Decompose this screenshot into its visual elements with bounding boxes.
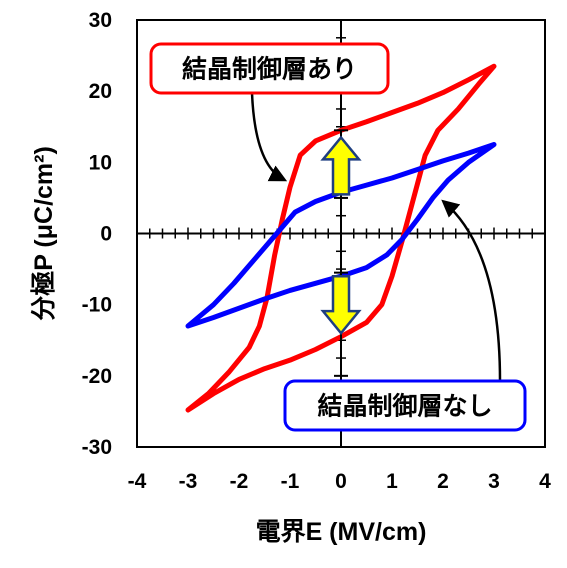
annotation-with-layer-pointer (250, 92, 288, 182)
annotation-with-layer-text: 結晶制御層あり (182, 55, 357, 84)
y-tick-label: 10 (89, 151, 112, 174)
x-tick-label: 1 (386, 470, 398, 493)
x-tick-label: -4 (128, 470, 147, 493)
arrow-layer (320, 135, 362, 336)
y-tick-label: 20 (89, 80, 112, 103)
x-tick-label: -1 (281, 470, 300, 493)
x-tick-label: -3 (179, 470, 198, 493)
y-tick-label: -10 (82, 294, 112, 317)
y-tick-label: 30 (89, 9, 112, 32)
annotation-without-layer-pointer (441, 199, 502, 382)
series-layer (185, 63, 497, 413)
series-line-without-layer (185, 142, 497, 329)
annotation-with-layer-box (149, 42, 390, 95)
down-arrow-icon (320, 274, 362, 336)
y-tick-label: -30 (82, 436, 112, 459)
x-tick-label: -2 (230, 470, 249, 493)
y-tick-label: 0 (100, 223, 112, 246)
y-tick-label: -20 (82, 365, 112, 388)
x-tick-label: 3 (488, 470, 500, 493)
x-tick-label: 0 (335, 470, 347, 493)
annotation-without-layer-text: 結晶制御層なし (317, 392, 492, 421)
x-axis-title: 電界E (MV/cm) (256, 518, 427, 546)
x-tick-label: 4 (539, 470, 551, 493)
annotation-without-layer-box (283, 379, 527, 432)
series-line-with-layer (185, 63, 497, 413)
x-tick-label: 2 (437, 470, 449, 493)
y-axis-title: 分極P (μC/cm²) (30, 146, 58, 321)
up-arrow-icon (320, 135, 362, 196)
